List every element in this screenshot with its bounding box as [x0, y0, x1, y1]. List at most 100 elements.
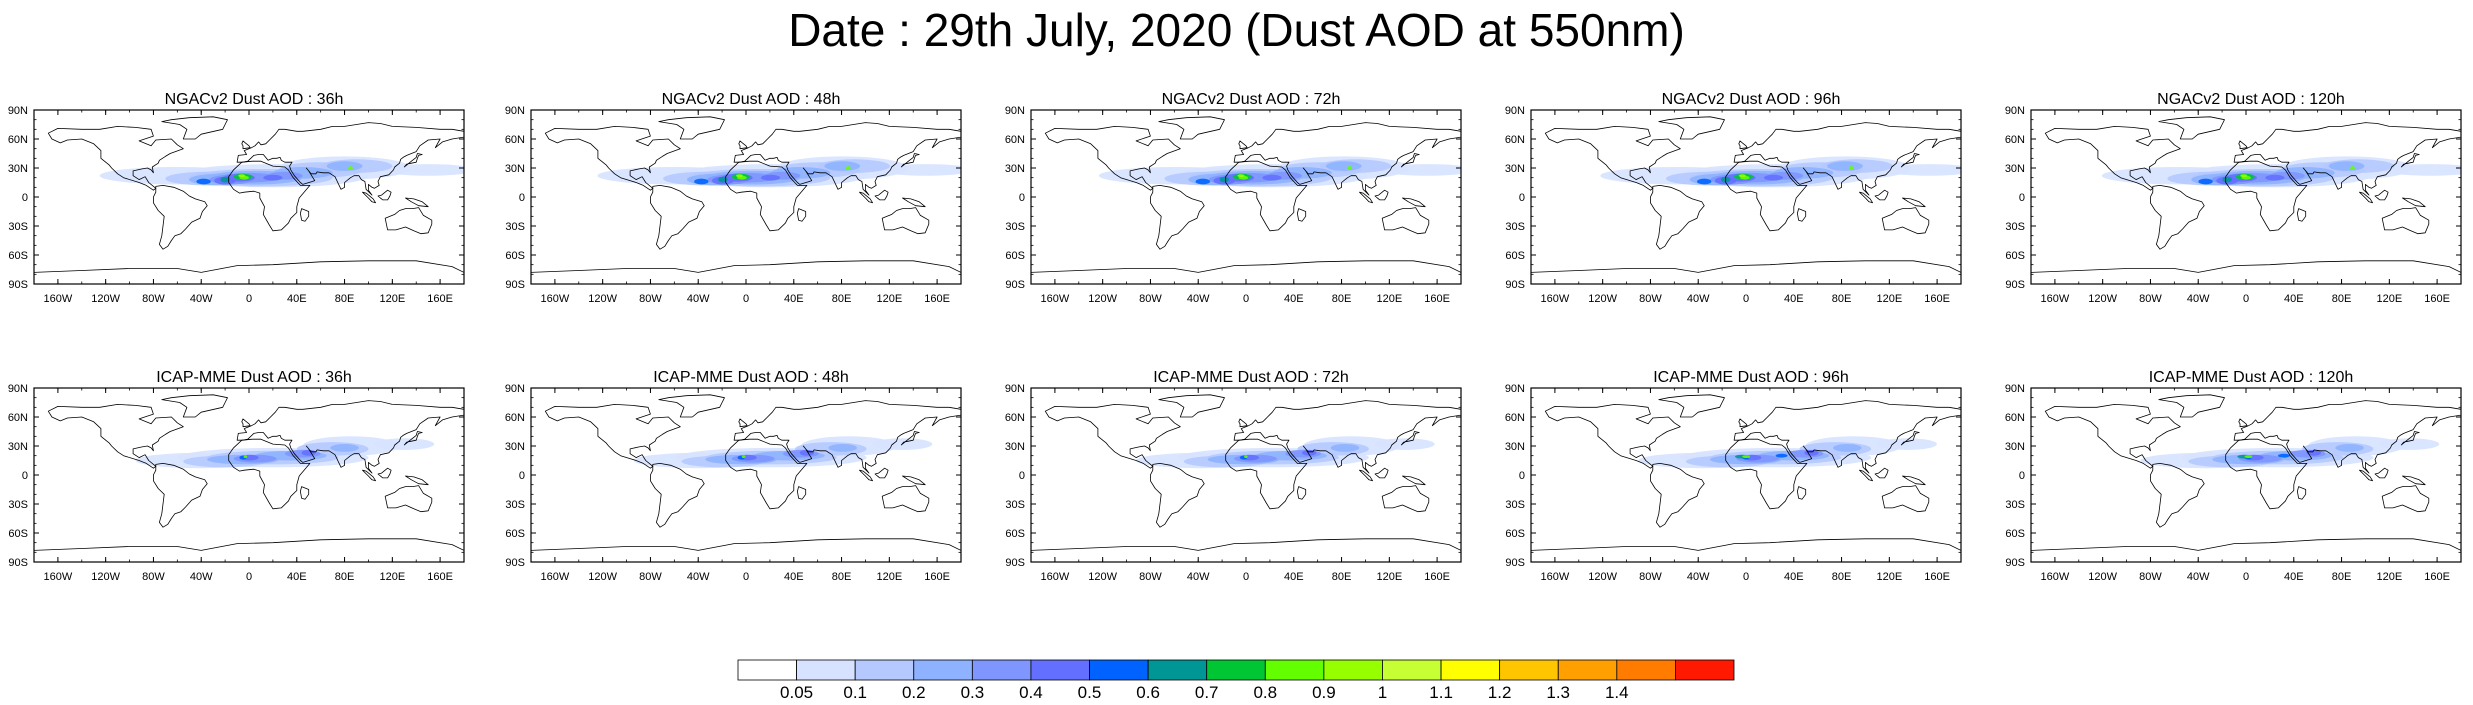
colorbar-label: 0.5 [1078, 683, 1102, 702]
coastline [1233, 122, 1461, 196]
dust-aod-patch [761, 174, 781, 181]
map-plot: 90N 60N 30N 0 30S 60S 90S 160W 120W 80W 40W 0 40E 80E… [505, 105, 962, 305]
dust-aod-patch [1244, 455, 1248, 458]
lat-tick-label: 30N [1005, 441, 1025, 453]
coastline [2402, 475, 2426, 486]
lon-tick-label: 120E [2376, 293, 2402, 305]
coastline [1381, 207, 1430, 235]
coastline [733, 400, 961, 474]
lon-tick-label: 40E [784, 571, 804, 583]
coastline [161, 394, 228, 418]
dust-aod-patch [2379, 438, 2440, 450]
lon-tick-label: 120W [2088, 293, 2117, 305]
lon-tick-label: 40W [687, 293, 710, 305]
lat-tick-label: 60S [2005, 528, 2025, 540]
coastline [241, 418, 251, 428]
map-panel: ICAP-MME Dust AOD : 36h 90N 60N 30N 0 30S 60S 9… [0, 368, 465, 602]
lon-tick-label: 160W [1541, 571, 1570, 583]
lat-tick-label: 60N [505, 134, 525, 146]
coastline [2400, 153, 2420, 168]
dust-aod-patch [1330, 444, 1360, 452]
coastline [1400, 431, 1420, 446]
lon-tick-label: 120E [379, 571, 405, 583]
dust-aod-patch [718, 176, 728, 183]
lat-tick-label: 60S [1505, 250, 1525, 262]
lat-tick-label: 30S [505, 221, 525, 233]
panel-title: NGACv2 Dust AOD : 120h [2157, 91, 2345, 108]
coastline [1902, 475, 1926, 486]
lat-tick-label: 60N [8, 134, 28, 146]
panel-title: NGACv2 Dust AOD : 72h [1161, 91, 1341, 108]
coastline [384, 485, 433, 513]
coastline [1402, 475, 1426, 486]
lon-tick-label: 160W [2041, 293, 2070, 305]
coastline [1738, 418, 1748, 428]
lon-tick-label: 80W [142, 293, 165, 305]
lon-tick-label: 80W [639, 571, 662, 583]
coastline [1359, 191, 1374, 204]
lon-tick-label: 80W [639, 293, 662, 305]
lon-tick-label: 80W [1639, 571, 1662, 583]
lon-tick-label: 0 [1743, 293, 1749, 305]
coastline [1859, 469, 1874, 482]
map-plot: 90N 60N 30N 0 30S 60S 90S 160W 120W 80W 40W 0 40E 80E… [8, 383, 465, 583]
coastline [2238, 418, 2248, 428]
lon-tick-label: 80E [832, 571, 852, 583]
lon-tick-label: 80E [2332, 571, 2352, 583]
coastline [362, 191, 377, 204]
coastline [2044, 403, 2181, 469]
lon-tick-label: 40W [1687, 571, 1710, 583]
lon-tick-label: 160W [541, 571, 570, 583]
lat-tick-label: 30S [1005, 499, 1025, 511]
coastline [531, 538, 961, 562]
colorbar-label: 1.3 [1546, 683, 1570, 702]
dust-aod-patch [1237, 174, 1245, 178]
lon-tick-label: 120W [1088, 571, 1117, 583]
coastline [241, 140, 251, 150]
map-frame [530, 387, 962, 563]
lon-tick-label: 80W [1639, 293, 1662, 305]
lon-tick-label: 120W [91, 293, 120, 305]
lon-tick-label: 120E [876, 571, 902, 583]
lat-tick-label: 90S [8, 557, 28, 569]
coastline [2296, 208, 2307, 222]
lon-tick-label: 120W [1588, 571, 1617, 583]
coastline [2225, 160, 2308, 232]
map-frame [1030, 109, 1462, 285]
dust-aod-patch [828, 444, 857, 452]
lat-tick-label: 90S [1505, 279, 1525, 291]
map-frame [1530, 109, 1962, 285]
lon-tick-label: 120W [588, 571, 617, 583]
coastline [384, 207, 433, 235]
lat-tick-label: 0 [1019, 192, 1025, 204]
coastline [1238, 140, 1248, 150]
map-panel: NGACv2 Dust AOD : 120h 90N 60N 30N 0 30S 60S 90… [1997, 90, 2462, 324]
lon-tick-label: 80E [2332, 293, 2352, 305]
panel-title: NGACv2 Dust AOD : 96h [1661, 91, 1841, 108]
coastline [377, 467, 392, 479]
colorbar-swatch [854, 659, 915, 681]
dust-aod-patch [1848, 166, 1854, 170]
lon-tick-label: 80E [832, 293, 852, 305]
lat-tick-label: 30S [8, 499, 28, 511]
panel-title: ICAP-MME Dust AOD : 96h [1653, 369, 1849, 386]
colorbar-swatch [1264, 659, 1325, 681]
lon-tick-label: 40W [2187, 293, 2210, 305]
lat-tick-label: 30S [1005, 221, 1025, 233]
dust-aod-patch [1763, 174, 1784, 181]
dust-aod-patch [2350, 166, 2355, 170]
dust-aod-patch [301, 449, 316, 456]
coastline [34, 260, 464, 284]
lat-tick-label: 0 [519, 470, 525, 482]
coastline [2381, 207, 2430, 235]
dust-aod-patch [1775, 453, 1788, 458]
lat-tick-label: 60S [1505, 528, 1525, 540]
coastline [1296, 208, 1307, 222]
lon-tick-label: 120W [2088, 571, 2117, 583]
panel-title: ICAP-MME Dust AOD : 120h [2148, 369, 2354, 386]
lat-tick-label: 0 [1519, 470, 1525, 482]
lat-tick-label: 90S [2005, 279, 2025, 291]
coastline [1859, 191, 1874, 204]
lat-tick-label: 90N [505, 383, 525, 395]
coastline [2158, 394, 2225, 418]
